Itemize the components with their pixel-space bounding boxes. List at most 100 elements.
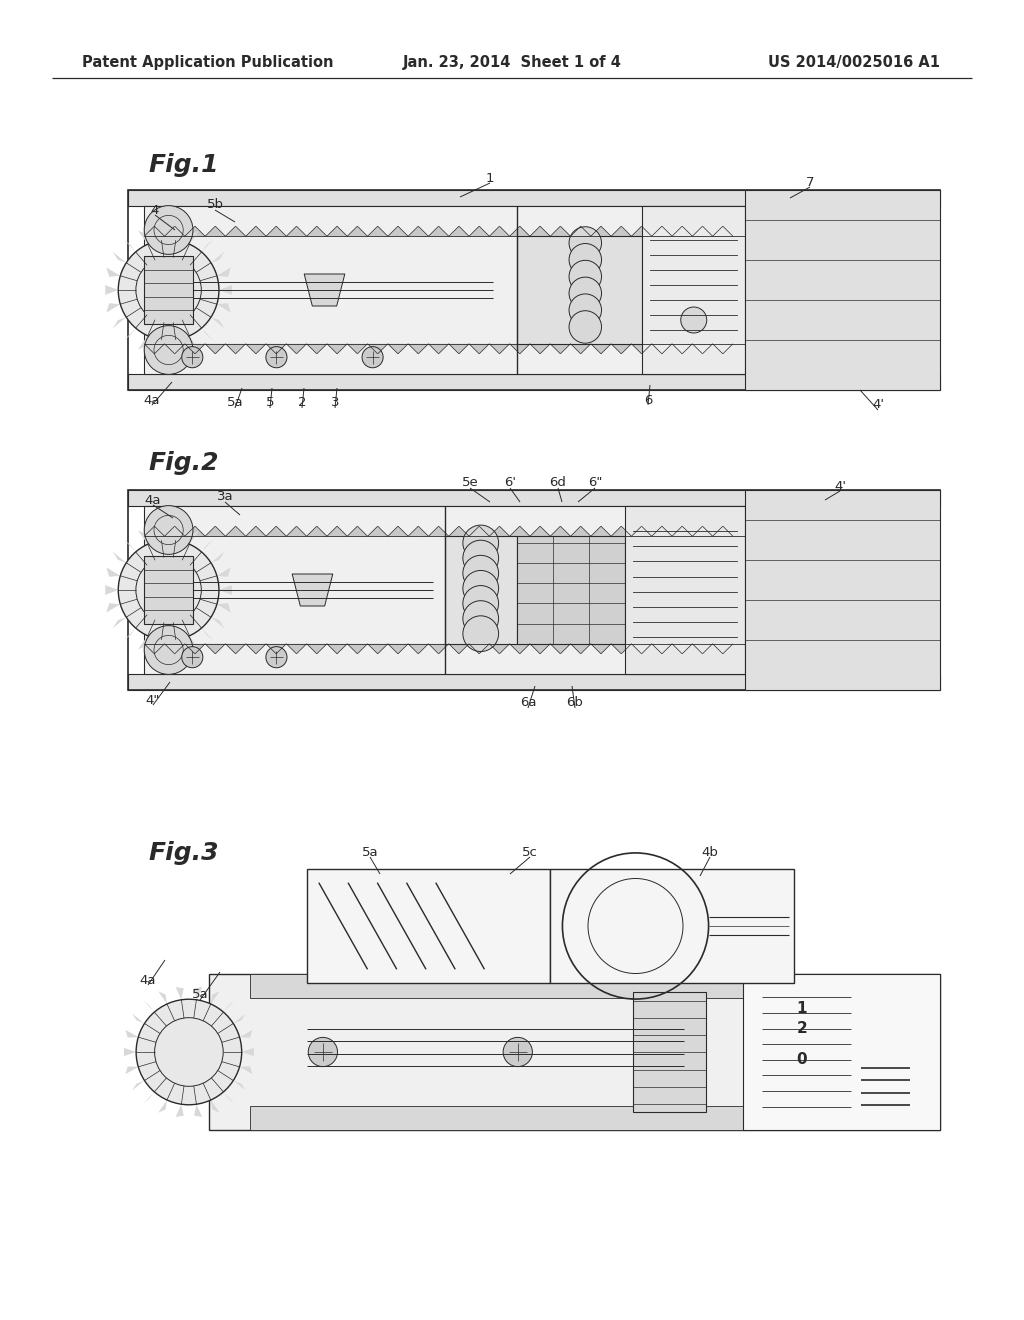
Circle shape [151, 573, 186, 607]
Polygon shape [287, 527, 306, 536]
Polygon shape [591, 226, 611, 236]
Text: 0: 0 [797, 1052, 807, 1068]
Polygon shape [489, 226, 510, 236]
Text: 4': 4' [834, 479, 846, 492]
Polygon shape [159, 991, 167, 1005]
Polygon shape [173, 227, 182, 240]
Polygon shape [225, 527, 246, 536]
Polygon shape [672, 343, 692, 354]
Circle shape [569, 227, 601, 259]
Polygon shape [106, 603, 120, 612]
Text: 6: 6 [644, 393, 652, 407]
Polygon shape [510, 644, 530, 653]
Polygon shape [632, 644, 651, 653]
Polygon shape [138, 531, 147, 544]
Polygon shape [165, 343, 185, 354]
Polygon shape [713, 226, 733, 236]
Circle shape [266, 347, 287, 368]
Text: 5c: 5c [522, 846, 538, 858]
Bar [742, 974, 940, 1130]
Polygon shape [304, 275, 345, 306]
Polygon shape [106, 268, 120, 277]
Text: Jan. 23, 2014  Sheet 1 of 4: Jan. 23, 2014 Sheet 1 of 4 [402, 54, 622, 70]
Text: US 2014/0025016 A1: US 2014/0025016 A1 [768, 54, 940, 70]
Polygon shape [165, 644, 185, 653]
Circle shape [569, 243, 601, 276]
Polygon shape [510, 226, 530, 236]
Polygon shape [138, 231, 147, 244]
Polygon shape [189, 531, 200, 544]
Polygon shape [124, 239, 135, 252]
Polygon shape [388, 644, 409, 653]
Polygon shape [327, 226, 347, 236]
Polygon shape [692, 527, 713, 536]
Circle shape [144, 206, 193, 255]
Circle shape [681, 308, 707, 333]
Text: 4: 4 [151, 203, 159, 216]
Polygon shape [327, 343, 347, 354]
Bar [144, 506, 745, 675]
Polygon shape [176, 1105, 183, 1117]
Circle shape [181, 647, 203, 668]
Circle shape [144, 626, 193, 675]
Circle shape [136, 999, 242, 1105]
Text: 5: 5 [266, 396, 274, 409]
Text: 4b: 4b [701, 846, 719, 858]
Polygon shape [217, 603, 230, 612]
Polygon shape [570, 527, 591, 536]
Polygon shape [266, 343, 287, 354]
Bar [306, 869, 550, 983]
Polygon shape [306, 527, 327, 536]
Polygon shape [225, 644, 246, 653]
Polygon shape [672, 226, 692, 236]
Polygon shape [292, 574, 333, 606]
Circle shape [569, 260, 601, 293]
Polygon shape [124, 1048, 136, 1056]
Polygon shape [125, 1030, 138, 1038]
Polygon shape [217, 268, 230, 277]
Polygon shape [510, 343, 530, 354]
Polygon shape [144, 343, 165, 354]
Text: 5a: 5a [191, 989, 208, 1002]
Polygon shape [155, 339, 165, 354]
Polygon shape [449, 343, 469, 354]
Polygon shape [632, 527, 651, 536]
Polygon shape [155, 640, 165, 653]
Polygon shape [242, 1048, 254, 1056]
Text: 6b: 6b [566, 697, 584, 710]
Bar [144, 256, 193, 323]
Bar [144, 206, 745, 374]
Bar [745, 190, 940, 389]
Bar [642, 206, 745, 374]
Polygon shape [217, 568, 230, 577]
Polygon shape [144, 226, 165, 236]
Polygon shape [217, 304, 230, 313]
Polygon shape [368, 226, 388, 236]
Polygon shape [550, 644, 570, 653]
Polygon shape [266, 644, 287, 653]
Polygon shape [651, 343, 672, 354]
Polygon shape [287, 226, 306, 236]
Text: 5a: 5a [226, 396, 244, 409]
Polygon shape [176, 987, 183, 999]
Bar [128, 190, 940, 206]
Polygon shape [202, 539, 214, 552]
Polygon shape [185, 527, 205, 536]
Polygon shape [530, 226, 550, 236]
Text: 4a: 4a [143, 393, 160, 407]
Polygon shape [489, 343, 510, 354]
Polygon shape [124, 628, 135, 642]
Bar [517, 536, 625, 644]
Polygon shape [651, 226, 672, 236]
Polygon shape [368, 644, 388, 653]
Polygon shape [105, 585, 118, 595]
Polygon shape [306, 343, 327, 354]
Polygon shape [428, 527, 449, 536]
Text: 5a: 5a [361, 846, 378, 858]
Polygon shape [550, 343, 570, 354]
Bar [633, 993, 707, 1111]
Polygon shape [388, 226, 409, 236]
Polygon shape [409, 527, 428, 536]
Polygon shape [570, 644, 591, 653]
Polygon shape [211, 252, 224, 263]
